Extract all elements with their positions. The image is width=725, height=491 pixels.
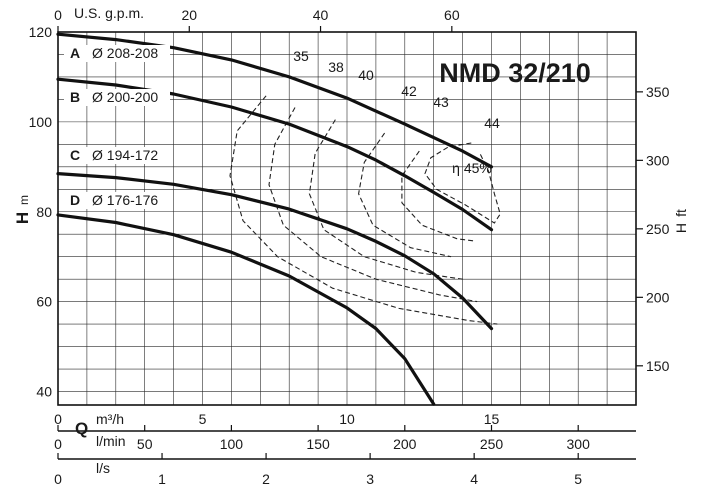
x-top-tick-label: 60 [444,7,460,23]
y-left-tick-label: 60 [36,294,52,310]
efficiency-contours [229,95,501,325]
efficiency-contour-43 [401,150,475,242]
efficiency-label: 44 [484,115,500,131]
y-right-axis-unit: ft [673,209,689,217]
curve-label-b: B Ø 200-200 [64,89,170,106]
curve-diameter: Ø 208-208 [92,45,158,61]
lmin-tick-label: 50 [137,436,153,452]
lower-axes: 0 50 100 150 200 250 300 0 1 2 3 4 5 [54,425,636,487]
tick-labels: 40 60 80 100 120 150 200 250 300 350 20 40 60 0 0 5 10 15 [29,7,670,427]
x-tick-label: 0 [54,411,62,427]
lmin-tick-label: 0 [54,436,62,452]
head-curve-d [56,213,436,406]
efficiency-label: 42 [401,83,417,99]
head-curve-a [56,32,494,169]
head-curve-c [56,172,494,331]
curve-letter: B [70,89,80,105]
curve-letter: C [70,147,80,163]
ls-tick-label: 0 [54,471,62,487]
efficiency-contour-45 [424,142,501,224]
lmin-tick-label: 250 [480,436,504,452]
efficiency-label: 35 [293,48,309,64]
y-left-axis-unit: m [17,195,31,205]
x-top-tick-label: 0 [54,7,62,23]
y-left-tick-label: 40 [36,384,52,400]
lmin-tick-label: 200 [393,436,417,452]
lmin-axis-label: l/min [96,433,126,449]
efficiency-label: 40 [358,67,374,83]
curve-label-a: A Ø 208-208 [64,45,170,62]
ls-tick-label: 2 [262,471,270,487]
curve-diameter: Ø 200-200 [92,89,158,105]
curve-label-bg [64,192,170,209]
curve-label-bg [64,89,170,106]
curve-letter: A [70,45,80,61]
efficiency-contour-35 [229,95,498,325]
ls-tick-label: 1 [158,471,166,487]
curve-diameter: Ø 176-176 [92,192,158,208]
ls-axis-label: l/s [96,460,110,476]
x-axis-name: Q [75,419,88,438]
chart-title: NMD 32/210 [439,58,591,88]
x-tick-label: 15 [484,411,500,427]
y-left-tick-label: 100 [29,114,53,130]
lmin-tick-label: 300 [567,436,591,452]
plot-border [57,31,637,406]
y-right-tick-label: 250 [646,221,670,237]
efficiency-label: 43 [433,94,449,110]
efficiency-label: η 45% [452,160,492,176]
y-left-tick-label: 120 [29,24,53,40]
curve-label-bg [64,45,170,62]
curve-labels: 35 38 40 42 43 44 η 45% A Ø 208-208 B Ø 200-200 C Ø … [64,45,500,209]
curve-label-c: C Ø 194-172 [64,147,170,164]
curve-diameter: Ø 194-172 [92,147,158,163]
ls-tick-label: 3 [366,471,374,487]
lmin-tick-label: 150 [306,436,330,452]
plot-frame [57,31,637,406]
curve-label-d: D Ø 176-176 [64,192,170,209]
x-top-tick-label: 40 [313,7,329,23]
y-left-axis-name: H [13,212,32,224]
x-tick-label: 10 [339,411,355,427]
efficiency-contour-42 [358,132,452,258]
ls-tick-label: 5 [574,471,582,487]
x-top-tick-label: 20 [181,7,197,23]
y-right-tick-label: 200 [646,289,670,305]
x-axis-unit: m³/h [96,411,124,427]
y-right-tick-label: 150 [646,358,670,374]
efficiency-contour-40 [308,119,463,280]
efficiency-label: 38 [328,59,344,75]
top-axis-label: U.S. g.p.m. [74,5,144,21]
curve-label-bg [64,147,170,164]
y-right-tick-label: 300 [646,152,670,168]
grid-lines [58,32,636,405]
x-tick-label: 5 [199,411,207,427]
curve-letter: D [70,192,80,208]
ls-tick-label: 4 [470,471,478,487]
y-right-tick-label: 350 [646,84,670,100]
y-left-tick-label: 80 [36,204,52,220]
y-right-axis-name: H [673,223,689,233]
efficiency-contour-38 [268,107,478,303]
lmin-tick-label: 100 [220,436,244,452]
